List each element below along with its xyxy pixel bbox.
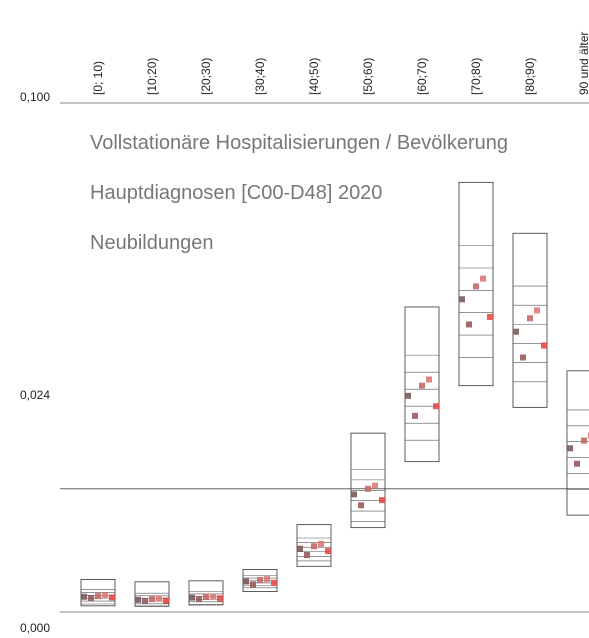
chart-title: Neubildungen bbox=[90, 232, 213, 254]
point bbox=[351, 491, 357, 498]
y-tick-label: 0,000 bbox=[20, 621, 50, 635]
point bbox=[379, 497, 385, 504]
chart-title: Vollstationäre Hospitalisierungen / Bevö… bbox=[90, 132, 508, 154]
point bbox=[210, 593, 216, 600]
point bbox=[304, 552, 310, 559]
range-box bbox=[134, 581, 170, 607]
point bbox=[196, 596, 202, 603]
point bbox=[567, 445, 573, 452]
point bbox=[318, 540, 324, 547]
point bbox=[372, 482, 378, 489]
point bbox=[257, 577, 263, 584]
point bbox=[426, 376, 432, 383]
range-box bbox=[404, 306, 440, 463]
chart-title: Hauptdiagnosen [C00-D48] 2020 bbox=[90, 182, 382, 204]
range-box bbox=[566, 370, 589, 516]
point bbox=[433, 403, 439, 410]
point bbox=[142, 597, 148, 604]
point bbox=[480, 275, 486, 282]
x-tick-label: [70;80) bbox=[469, 58, 483, 95]
point bbox=[466, 321, 472, 328]
point bbox=[365, 485, 371, 492]
range-box bbox=[458, 181, 494, 387]
point bbox=[81, 593, 87, 600]
point bbox=[189, 594, 195, 601]
x-tick-label: [0; 10) bbox=[91, 61, 105, 95]
point bbox=[412, 412, 418, 419]
range-box bbox=[350, 432, 386, 529]
y-tick-label: 0,100 bbox=[20, 90, 50, 104]
point bbox=[135, 596, 141, 603]
range-box bbox=[188, 580, 224, 606]
point bbox=[419, 382, 425, 389]
point bbox=[459, 296, 465, 303]
point bbox=[405, 392, 411, 399]
point bbox=[541, 342, 547, 349]
y-tick-label: 0,024 bbox=[20, 388, 50, 402]
point bbox=[358, 502, 364, 509]
point bbox=[527, 315, 533, 322]
point bbox=[325, 548, 331, 555]
point bbox=[581, 437, 587, 444]
point bbox=[163, 597, 169, 604]
point bbox=[264, 576, 270, 583]
x-tick-label: [30;40) bbox=[253, 58, 267, 95]
x-tick-label: 90 und älter bbox=[577, 32, 589, 95]
point bbox=[156, 595, 162, 602]
point bbox=[250, 581, 256, 588]
point bbox=[520, 354, 526, 361]
point bbox=[513, 328, 519, 335]
point bbox=[473, 283, 479, 290]
point bbox=[203, 594, 209, 601]
point bbox=[217, 595, 223, 602]
x-tick-label: [40;50) bbox=[307, 58, 321, 95]
point bbox=[102, 592, 108, 599]
point bbox=[88, 595, 94, 602]
point bbox=[574, 460, 580, 467]
point bbox=[271, 579, 277, 586]
range-box bbox=[512, 232, 548, 408]
range-box bbox=[296, 524, 332, 567]
point bbox=[534, 307, 540, 314]
point bbox=[311, 543, 317, 550]
x-tick-label: [20;30) bbox=[199, 58, 213, 95]
point bbox=[95, 593, 101, 600]
point bbox=[109, 594, 115, 601]
x-tick-label: [50;60) bbox=[361, 58, 375, 95]
point bbox=[243, 578, 249, 585]
point bbox=[149, 596, 155, 603]
x-tick-label: [80;90) bbox=[523, 58, 537, 95]
point bbox=[297, 545, 303, 552]
x-tick-label: [10;20) bbox=[145, 58, 159, 95]
x-tick-label: [60;70) bbox=[415, 58, 429, 95]
point bbox=[487, 313, 493, 320]
